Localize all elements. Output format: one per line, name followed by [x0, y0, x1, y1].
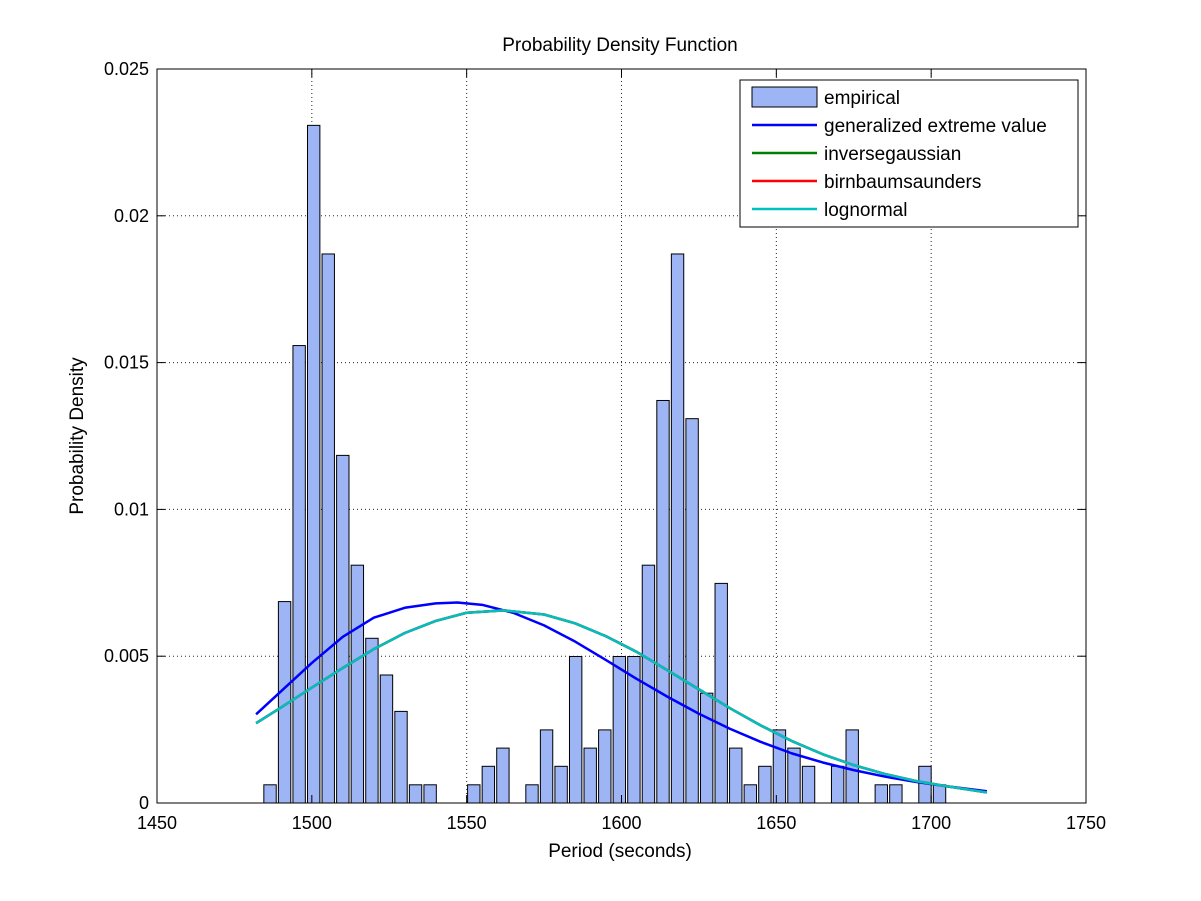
legend-label-empirical: empirical	[824, 88, 900, 109]
axis-ticks	[156, 68, 1087, 804]
histogram-bar	[306, 124, 321, 804]
histogram-bar	[685, 418, 699, 804]
histogram-bar	[699, 692, 714, 804]
y-axis-title: Probability Density	[67, 357, 88, 515]
curve-lognormal	[255, 609, 988, 794]
curve-generalized-extreme-value	[255, 601, 988, 793]
histogram-bar	[554, 765, 568, 804]
histogram-bar	[539, 729, 554, 804]
histogram-bar	[874, 784, 889, 804]
histogram-bar	[394, 710, 408, 804]
y-tick-label: 0.02	[114, 206, 149, 226]
histogram-bar	[336, 454, 350, 804]
chart-title: Probability Density Function	[502, 35, 738, 56]
y-tick-label: 0	[139, 793, 149, 813]
histogram-bar	[772, 729, 787, 804]
histogram-bar	[568, 655, 583, 804]
legend-label-generalized-extreme-value: generalized extreme value	[824, 116, 1047, 137]
histogram-bar	[365, 637, 379, 804]
histogram-bar	[467, 784, 481, 804]
histogram-bar	[670, 253, 685, 804]
fit-curves	[255, 601, 988, 794]
x-tick-label: 1550	[447, 813, 487, 833]
tick-labels: 1450 1500 1550 1600 1650 1700 1750 0 0.005 0.01 0.…	[104, 59, 1106, 833]
histogram-bar	[292, 345, 306, 804]
histogram-bar	[932, 784, 947, 804]
histogram-bar	[729, 747, 743, 804]
histogram-bar	[743, 784, 758, 804]
y-tick-label: 0.015	[104, 353, 149, 373]
histogram-bar	[583, 747, 597, 804]
histogram-bar	[656, 399, 670, 804]
histogram-bar	[714, 582, 728, 804]
legend-swatch-empirical	[751, 86, 818, 108]
histogram-bar	[408, 784, 423, 804]
legend-label-birnbaumsaunders: birnbaumsaunders	[824, 172, 981, 193]
histogram-bar	[889, 784, 903, 804]
x-tick-label: 1700	[911, 813, 951, 833]
legend-label-inversegaussian: inversegaussian	[824, 144, 961, 165]
x-axis-title: Period (seconds)	[548, 841, 692, 862]
histogram-bar	[423, 784, 437, 804]
x-tick-label: 1600	[601, 813, 641, 833]
y-tick-label: 0.025	[104, 59, 149, 79]
histogram-bar	[612, 655, 627, 804]
histogram-bar	[350, 564, 365, 804]
histogram-bar	[801, 765, 816, 804]
histogram-bar	[496, 747, 510, 804]
histogram-bar	[525, 784, 539, 804]
x-tick-label: 1500	[292, 813, 332, 833]
legend: empirical generalized extreme value invers…	[739, 79, 1079, 228]
histogram-bar	[321, 253, 335, 804]
x-tick-label: 1450	[137, 813, 177, 833]
histogram-bar	[758, 765, 772, 804]
histogram-bar	[598, 729, 612, 804]
y-tick-label: 0.01	[114, 499, 149, 519]
legend-label-lognormal: lognormal	[824, 200, 907, 221]
y-tick-label: 0.005	[104, 646, 149, 666]
histogram-bars	[263, 124, 947, 804]
histogram-bar	[481, 765, 496, 804]
histogram-bar	[263, 784, 277, 804]
histogram-bar	[379, 674, 394, 804]
histogram-bar	[830, 765, 845, 804]
x-tick-label: 1750	[1066, 813, 1106, 833]
x-tick-label: 1650	[756, 813, 796, 833]
